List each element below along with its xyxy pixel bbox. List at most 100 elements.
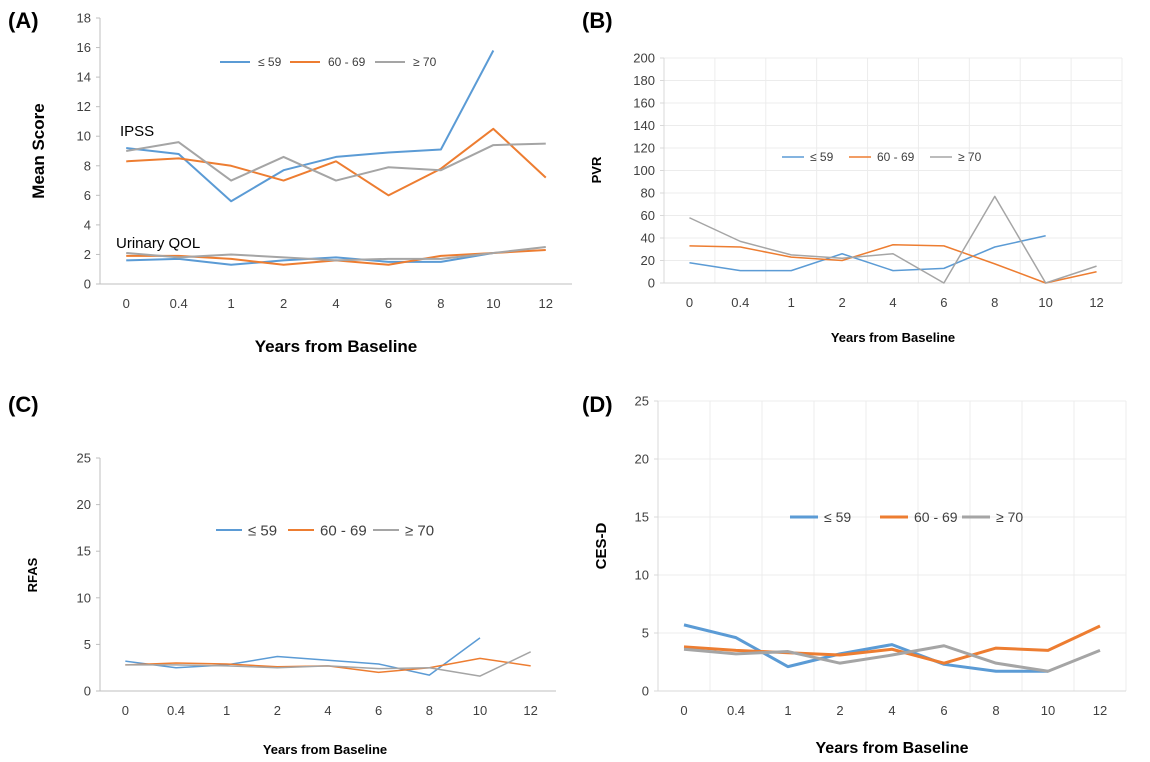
y-tick-label: 6 <box>84 188 91 203</box>
x-tick-label: 8 <box>991 295 998 310</box>
x-tick-label: 4 <box>324 703 331 718</box>
y-tick-label: 160 <box>633 96 655 111</box>
x-tick-label: 6 <box>940 703 947 718</box>
series-line <box>125 637 481 676</box>
x-tick-label: 2 <box>836 703 843 718</box>
series-line <box>683 623 1048 673</box>
x-tick-label: 2 <box>838 295 845 310</box>
legend-label: ≥ 70 <box>413 55 437 69</box>
legend-label: 60 - 69 <box>320 522 367 539</box>
legend-label: ≤ 59 <box>824 509 851 525</box>
y-tick-label: 60 <box>641 208 655 223</box>
y-tick-label: 20 <box>635 452 649 467</box>
legend: ≤ 59 60 - 69 ≥ 70 <box>220 55 437 69</box>
annotation-label: IPSS <box>120 123 154 140</box>
x-tick-label: 1 <box>227 296 234 311</box>
x-tick-label: 4 <box>889 295 896 310</box>
x-tick-label: 2 <box>274 703 281 718</box>
x-tick-label: 0 <box>122 703 129 718</box>
y-tick-label: 10 <box>77 129 91 144</box>
x-tick-label: 10 <box>1038 295 1052 310</box>
y-tick-label: 8 <box>84 158 91 173</box>
y-tick-label: 80 <box>641 186 655 201</box>
x-tick-label: 12 <box>1089 295 1103 310</box>
y-axis-title: PVR <box>589 156 604 183</box>
legend-label: 60 - 69 <box>914 509 958 525</box>
x-tick-label: 12 <box>523 703 537 718</box>
x-axis-title: Years from Baseline <box>816 740 969 757</box>
x-tick-label: 0 <box>686 295 693 310</box>
series-line <box>683 644 1101 673</box>
panel-label-d: (D) <box>582 392 613 417</box>
series-line <box>125 651 531 677</box>
x-tick-label: 2 <box>280 296 287 311</box>
x-tick-label: 12 <box>539 296 553 311</box>
x-tick-label: 8 <box>437 296 444 311</box>
x-tick-label: 6 <box>385 296 392 311</box>
y-tick-label: 120 <box>633 141 655 156</box>
legend: ≤ 59 60 - 69 ≥ 70 <box>782 150 982 164</box>
series-line <box>126 246 546 262</box>
x-axis-title: Years from Baseline <box>831 330 955 345</box>
x-tick-label: 0 <box>680 703 687 718</box>
y-tick-label: 100 <box>633 163 655 178</box>
annotation-label: Urinary QOL <box>116 235 200 252</box>
legend-label: ≥ 70 <box>958 150 982 164</box>
y-tick-label: 15 <box>77 544 91 559</box>
y-tick-label: 15 <box>635 510 649 525</box>
y-tick-label: 5 <box>84 637 91 652</box>
y-tick-label: 25 <box>77 451 91 466</box>
x-tick-label: 4 <box>888 703 895 718</box>
x-tick-label: 1 <box>784 703 791 718</box>
x-axis-title: Years from Baseline <box>255 337 418 356</box>
x-tick-label: 0.4 <box>731 295 749 310</box>
y-tick-label: 200 <box>633 51 655 66</box>
y-tick-label: 14 <box>77 70 91 85</box>
legend-label: 60 - 69 <box>877 150 915 164</box>
series-line <box>126 50 495 203</box>
x-tick-label: 0.4 <box>167 703 185 718</box>
x-tick-label: 6 <box>375 703 382 718</box>
series-line <box>689 235 1046 272</box>
legend-label: ≤ 59 <box>248 522 277 539</box>
y-tick-label: 20 <box>641 253 655 268</box>
panel-label-c: (C) <box>8 392 39 417</box>
y-tick-label: 0 <box>84 684 91 699</box>
y-tick-label: 10 <box>77 590 91 605</box>
x-tick-label: 0.4 <box>170 296 188 311</box>
y-axis-title: Mean Score <box>29 103 48 198</box>
legend-label: ≤ 59 <box>258 55 282 69</box>
legend-label: ≥ 70 <box>996 509 1023 525</box>
y-tick-label: 25 <box>635 394 649 409</box>
series-line <box>683 624 1101 665</box>
y-tick-label: 140 <box>633 118 655 133</box>
legend-label: 60 - 69 <box>328 55 366 69</box>
y-tick-label: 12 <box>77 99 91 114</box>
x-tick-label: 0 <box>123 296 130 311</box>
y-tick-label: 2 <box>84 247 91 262</box>
legend-label: ≥ 70 <box>405 522 434 539</box>
series-line <box>126 141 546 182</box>
y-tick-label: 0 <box>648 276 655 291</box>
series-line <box>689 244 1097 284</box>
panel-label-a: (A) <box>8 8 39 33</box>
x-axis-title: Years from Baseline <box>263 742 387 757</box>
x-tick-label: 10 <box>486 296 500 311</box>
y-tick-label: 180 <box>633 73 655 88</box>
y-tick-label: 16 <box>77 40 91 55</box>
series-line <box>126 127 547 197</box>
x-tick-label: 10 <box>1041 703 1055 718</box>
x-tick-label: 1 <box>788 295 795 310</box>
y-tick-label: 10 <box>635 568 649 583</box>
x-tick-label: 8 <box>992 703 999 718</box>
x-tick-label: 8 <box>426 703 433 718</box>
x-tick-label: 1 <box>223 703 230 718</box>
y-tick-label: 40 <box>641 231 655 246</box>
legend: ≤ 59 60 - 69 ≥ 70 <box>216 522 434 539</box>
y-tick-label: 5 <box>642 626 649 641</box>
y-tick-label: 0 <box>84 277 91 292</box>
